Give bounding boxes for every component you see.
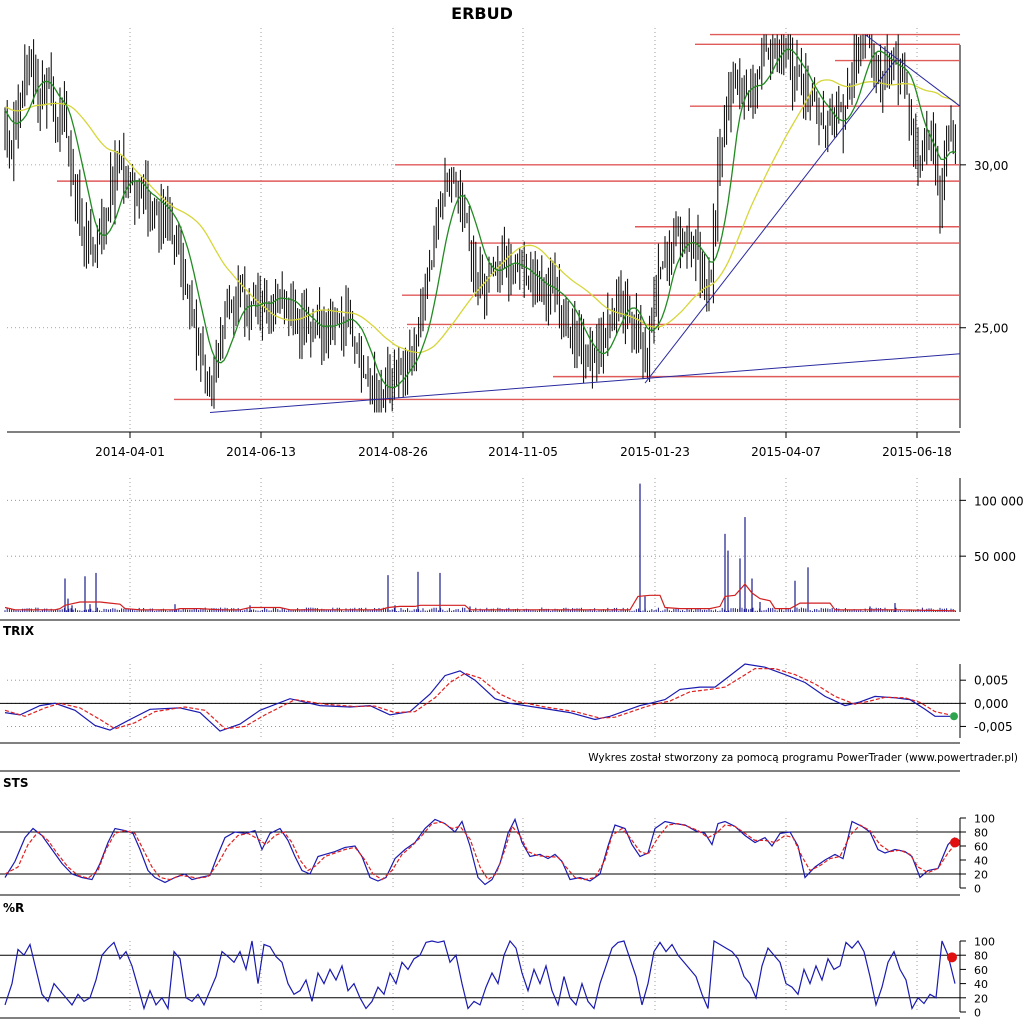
- volume-bars: [4, 483, 956, 612]
- y-tick-label: 0,000: [974, 697, 1008, 711]
- chart-title: ERBUD: [451, 4, 513, 23]
- y-tick-label: 0: [974, 1007, 981, 1020]
- y-tick-label: 100 000: [974, 494, 1024, 508]
- credit-text: Wykres został stworzony za pomocą progra…: [588, 752, 1018, 764]
- trix-panel: TRIX 0,005 0,000 -0,005: [0, 624, 1013, 738]
- trendline: [644, 60, 896, 384]
- indicator-line-r: [4, 939, 956, 1011]
- moving-average-long: [4, 79, 957, 354]
- y-tick-label: 50 000: [974, 550, 1016, 564]
- x-tick-label: 2015-04-07: [751, 445, 821, 459]
- grid-layer: [0, 28, 960, 1019]
- last-value-marker: [947, 952, 957, 963]
- y-tick-label: 100: [974, 936, 995, 949]
- y-tick-label: 100: [974, 813, 995, 826]
- candles: [4, 34, 956, 413]
- indicator-line-trix: [4, 663, 950, 732]
- y-tick-label: 80: [974, 950, 988, 963]
- y-tick-label: 20: [974, 992, 988, 1005]
- trendline: [864, 34, 961, 107]
- trendline: [209, 353, 961, 413]
- x-tick-label: 2015-01-23: [620, 445, 690, 459]
- y-tick-label: 0: [974, 883, 981, 896]
- x-tick-label: 2015-06-18: [882, 445, 952, 459]
- y-tick-label: -0,005: [974, 720, 1013, 734]
- x-tick-label: 2014-08-26: [358, 445, 428, 459]
- indicator-line-k: [4, 817, 956, 886]
- y-tick-label: 60: [974, 841, 988, 854]
- y-tick-label: 0,005: [974, 674, 1008, 688]
- y-tick-label: 60: [974, 964, 988, 977]
- y-tick-label: 80: [974, 827, 988, 840]
- volume-panel: 100 000 50 000: [4, 478, 1024, 612]
- indicator-line-signal: [4, 667, 951, 730]
- indicator-line-d: [4, 821, 956, 881]
- y-tick-label: 40: [974, 855, 988, 868]
- volume-moving-average: [4, 583, 956, 612]
- price-panel: 30,00 25,00 2014-04-01 2014-06-13 2014-08-26…: [4, 33, 1008, 459]
- x-tick-label: 2014-06-13: [226, 445, 296, 459]
- indicator-title: TRIX: [3, 624, 35, 638]
- x-tick-label: 2014-11-05: [488, 445, 558, 459]
- y-tick-label: 20: [974, 869, 988, 882]
- y-tick-label: 25,00: [974, 322, 1008, 336]
- indicator-title: STS: [3, 776, 28, 790]
- indicator-title: %R: [3, 901, 24, 915]
- moving-average-short: [4, 48, 957, 389]
- y-tick-label: 40: [974, 978, 988, 991]
- last-value-marker: [950, 712, 958, 721]
- x-tick-label: 2014-04-01: [95, 445, 165, 459]
- last-value-marker: [950, 837, 960, 848]
- y-tick-label: 30,00: [974, 159, 1008, 173]
